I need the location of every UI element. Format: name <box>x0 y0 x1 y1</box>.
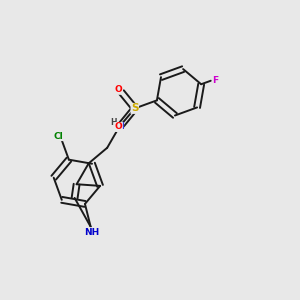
Text: NH: NH <box>85 228 100 237</box>
Text: Cl: Cl <box>54 132 64 141</box>
Text: N: N <box>116 122 124 131</box>
Text: O: O <box>115 122 122 131</box>
Text: F: F <box>212 76 218 85</box>
Text: S: S <box>131 103 139 113</box>
Text: O: O <box>115 85 122 94</box>
Text: H: H <box>110 118 117 127</box>
